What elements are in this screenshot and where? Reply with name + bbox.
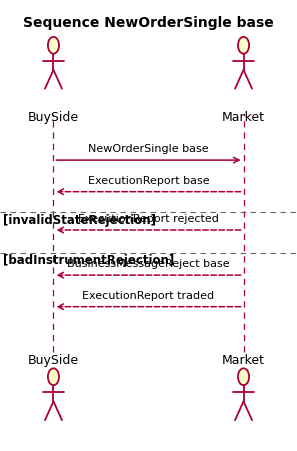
Text: ExecutionReport rejected: ExecutionReport rejected — [78, 214, 219, 224]
Text: ExecutionReport traded: ExecutionReport traded — [83, 291, 214, 301]
Text: BusinessMessageReject base: BusinessMessageReject base — [67, 259, 230, 269]
Circle shape — [238, 368, 249, 385]
Text: [badInstrumentRejection]: [badInstrumentRejection] — [3, 254, 174, 267]
Text: Market: Market — [222, 354, 265, 367]
Text: Market: Market — [222, 111, 265, 124]
Text: Sequence NewOrderSingle base: Sequence NewOrderSingle base — [23, 16, 274, 30]
Circle shape — [238, 37, 249, 54]
Circle shape — [48, 368, 59, 385]
Circle shape — [48, 37, 59, 54]
Text: BuySide: BuySide — [28, 354, 79, 367]
Text: NewOrderSingle base: NewOrderSingle base — [88, 144, 209, 154]
Text: ExecutionReport base: ExecutionReport base — [88, 176, 209, 186]
Text: [invalidStateRejection]: [invalidStateRejection] — [3, 214, 156, 227]
Text: BuySide: BuySide — [28, 111, 79, 124]
